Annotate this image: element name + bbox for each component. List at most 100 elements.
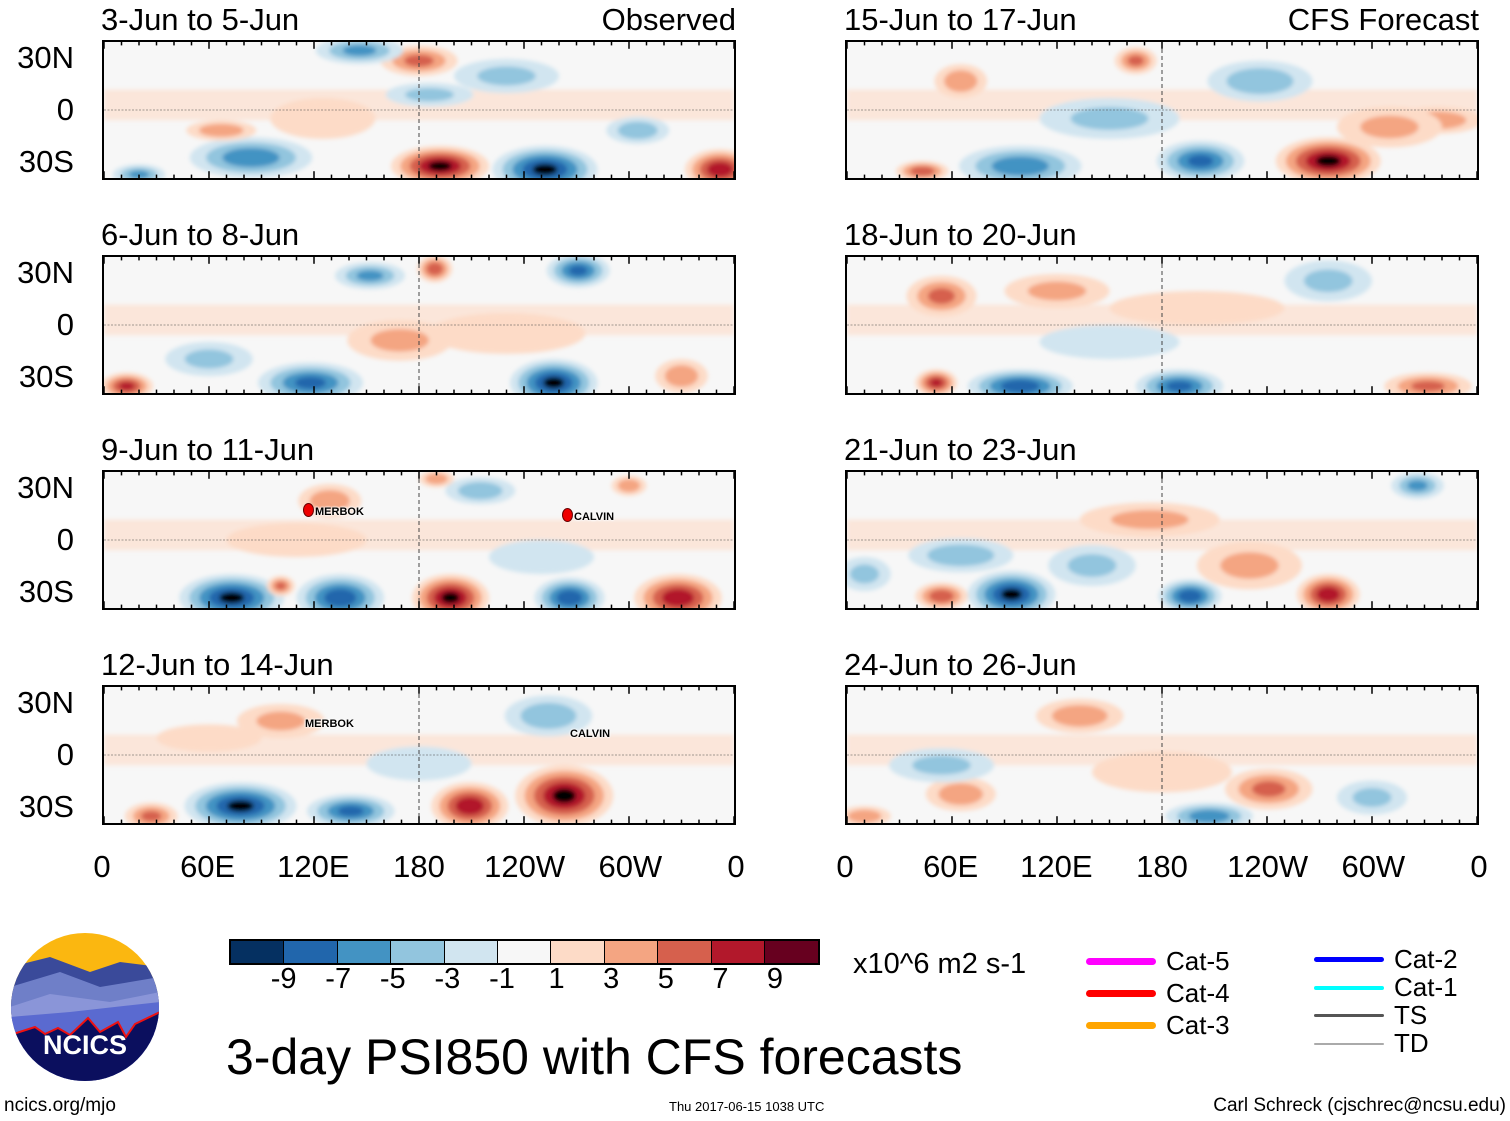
negative-anomaly-contour <box>1352 788 1392 807</box>
storm-label: CALVIN <box>570 728 610 740</box>
negative-anomaly-contour <box>337 806 364 817</box>
colorbar-swatch <box>551 941 605 963</box>
legend-label: Cat-2 <box>1394 944 1458 974</box>
lon-label: 120E <box>1020 849 1093 884</box>
positive-anomaly-contour <box>426 262 443 276</box>
legend-item: Cat-5 <box>1086 946 1230 977</box>
lat-label: 30S <box>18 144 74 179</box>
negative-anomaly-contour <box>927 544 995 567</box>
colorbar <box>229 939 821 965</box>
lat-label: 30N <box>17 40 74 75</box>
legend-item: Cat-2 <box>1314 944 1458 975</box>
storm-name: CALVIN <box>570 728 611 740</box>
negative-anomaly-contour <box>1000 379 1040 393</box>
legend-line-swatch <box>1314 1042 1384 1045</box>
positive-anomaly-contour <box>455 797 484 815</box>
negative-anomaly-contour <box>568 265 588 276</box>
positive-anomaly-contour <box>370 328 429 352</box>
positive-anomaly-contour <box>1360 115 1419 139</box>
positive-anomaly-contour <box>441 592 460 604</box>
positive-anomaly-contour <box>929 589 954 603</box>
positive-anomaly-contour <box>910 166 935 176</box>
negative-anomaly-contour <box>1067 554 1117 577</box>
map-panel <box>845 685 1479 825</box>
negative-anomaly-contour <box>457 482 503 500</box>
legend-label: TD <box>1394 1028 1429 1058</box>
lon-label: 60W <box>598 849 663 884</box>
storm-name: MERBOK <box>315 506 364 518</box>
positive-anomaly-contour <box>1220 552 1279 579</box>
colorbar-swatch <box>658 941 712 963</box>
lat-label: 0 <box>56 522 74 557</box>
figure-title: 3-day PSI850 with CFS forecasts <box>226 1029 963 1085</box>
lat-label: 30S <box>18 789 74 824</box>
lon-label: 120E <box>277 849 350 884</box>
negative-anomaly-contour <box>991 156 1049 176</box>
positive-anomaly-contour <box>156 724 262 752</box>
legend-label: Cat-4 <box>1166 978 1230 1008</box>
colorbar-tick-label: -9 <box>270 963 297 995</box>
lat-label: 30S <box>18 574 74 609</box>
positive-anomaly-contour <box>617 479 641 493</box>
lon-label: 60E <box>923 849 979 884</box>
lon-label: 120W <box>1227 849 1309 884</box>
negative-anomaly-contour <box>342 45 377 56</box>
negative-anomaly-contour <box>849 564 880 584</box>
negative-anomaly-contour <box>227 800 254 812</box>
lon-label: 0 <box>93 849 111 884</box>
legend-label: Cat-3 <box>1166 1010 1230 1040</box>
positive-anomaly-contour <box>1109 291 1285 325</box>
colorbar-swatch <box>337 941 392 963</box>
legend-item: TD <box>1314 1028 1429 1059</box>
negative-anomaly-contour <box>219 592 245 604</box>
colorbar-swatch <box>604 941 659 963</box>
colorbar-swatch <box>497 941 552 963</box>
panel-title: 24-Jun to 26-Jun <box>844 647 1077 682</box>
storm-label: CALVIN <box>562 508 614 523</box>
negative-anomaly-contour <box>128 170 150 178</box>
lat-label: 30N <box>17 255 74 290</box>
negative-anomaly-contour <box>1226 68 1294 95</box>
negative-anomaly-contour <box>1303 269 1353 293</box>
negative-anomaly-contour <box>1039 325 1180 359</box>
lon-label: 60E <box>180 849 236 884</box>
hurricane-icon <box>562 508 573 522</box>
colorbar-units: x10^6 m2 s-1 <box>853 948 1027 980</box>
positive-anomaly-contour <box>404 54 434 67</box>
negative-anomaly-contour <box>1188 809 1230 823</box>
legend-item: Cat-4 <box>1086 978 1230 1009</box>
panel-title: 12-Jun to 14-Jun <box>101 647 334 682</box>
negative-anomaly-contour <box>1001 588 1022 601</box>
negative-anomaly-contour <box>295 376 326 389</box>
lon-label: 120W <box>484 849 566 884</box>
legend-label: TS <box>1394 1000 1428 1030</box>
footer-timestamp: Thu 2017-06-15 1038 UTC <box>669 1099 825 1114</box>
map-panel <box>102 255 736 395</box>
positive-anomaly-contour <box>944 70 978 92</box>
legend-line-swatch <box>1314 985 1384 990</box>
lon-label: 0 <box>836 849 854 884</box>
colorbar-swatch <box>284 941 338 963</box>
positive-anomaly-contour <box>119 382 135 391</box>
colorbar-swatch <box>231 941 285 963</box>
storm-name: MERBOK <box>305 718 354 730</box>
negative-anomaly-contour <box>405 88 454 102</box>
negative-anomaly-contour <box>184 349 234 369</box>
colorbar-tick-label: 5 <box>657 963 674 995</box>
legend-label: Cat-5 <box>1166 946 1230 976</box>
colorbar-tick-label: 7 <box>712 963 729 995</box>
footer-url: ncics.org/mjo <box>4 1095 116 1116</box>
panel-source-tag: Observed <box>601 2 736 37</box>
legend-item: Cat-1 <box>1314 972 1458 1003</box>
positive-anomaly-contour <box>428 161 452 171</box>
legend-line-swatch <box>1086 990 1156 997</box>
logo-text: NCICS <box>43 1030 127 1060</box>
positive-anomaly-contour <box>275 581 287 590</box>
legend-item: TS <box>1314 1000 1427 1031</box>
positive-anomaly-contour <box>930 378 943 387</box>
negative-anomaly-contour <box>1187 155 1214 167</box>
colorbar-swatch <box>444 941 498 963</box>
lat-label: 0 <box>56 92 74 127</box>
lon-label: 0 <box>727 849 745 884</box>
colorbar-tick-label: -7 <box>325 963 352 995</box>
